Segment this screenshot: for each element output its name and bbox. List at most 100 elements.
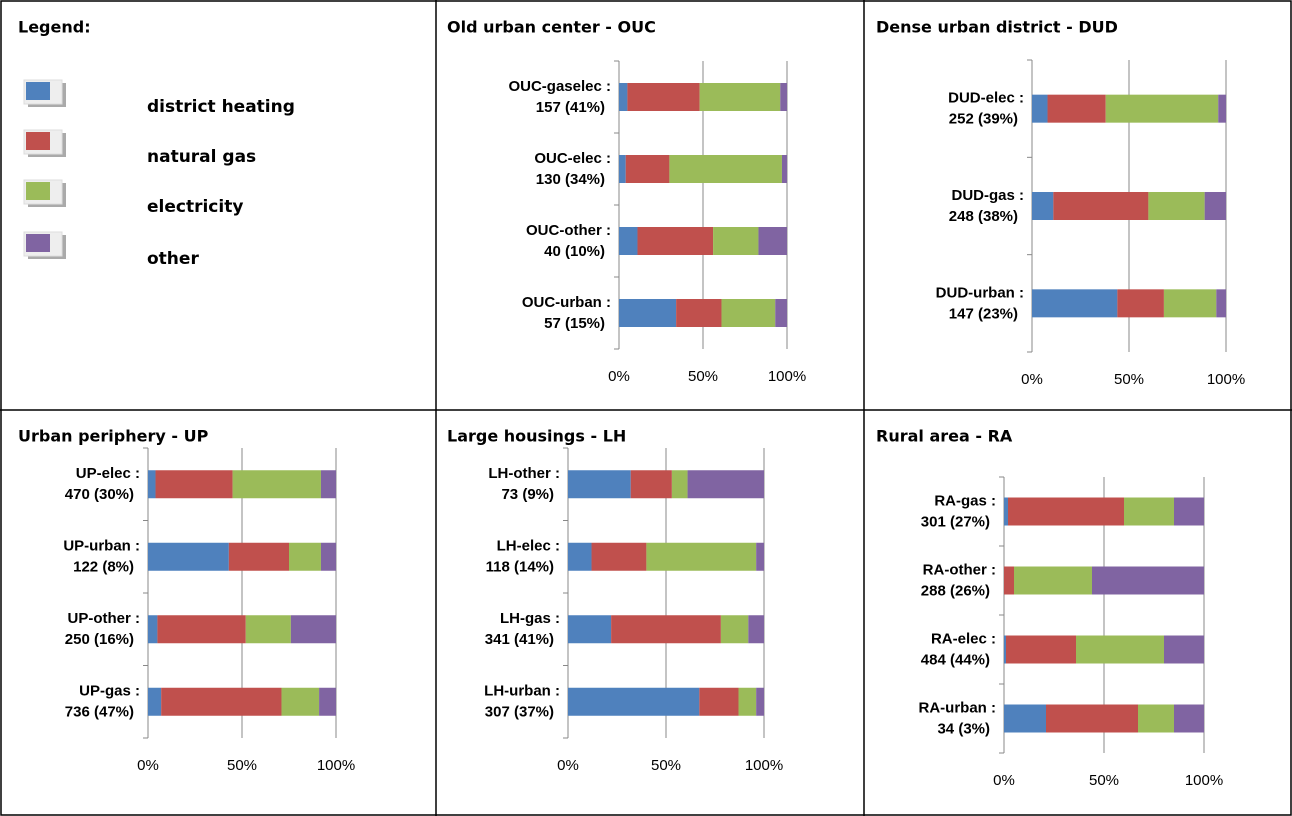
bar-segment [775, 299, 787, 327]
bar-segment [568, 687, 700, 716]
legend-label: other [147, 249, 199, 269]
x-tick-label: 50% [1114, 371, 1144, 388]
x-tick-label: 100% [768, 368, 806, 385]
bar-segment [1148, 192, 1205, 220]
bar-segment [1216, 289, 1226, 318]
bar-segment [627, 83, 700, 111]
bar-segment [720, 615, 749, 644]
legend-swatch [26, 132, 50, 150]
bar-segment [1004, 635, 1006, 664]
legend-swatch [26, 182, 50, 200]
bar-segment [619, 299, 677, 327]
bar-segment [320, 470, 336, 499]
category-note: 736 (47%) [65, 704, 134, 721]
bar-segment [637, 227, 714, 255]
bar-segment [671, 470, 688, 499]
category-note: 301 (27%) [921, 513, 990, 530]
bar-segment [289, 542, 321, 571]
category-label: DUD-urban : [936, 284, 1024, 301]
bar-segment [1124, 497, 1174, 526]
bar-segment [228, 542, 289, 571]
legend-swatch [26, 82, 50, 100]
bar-segment [669, 155, 782, 183]
x-tick-label: 50% [651, 757, 681, 774]
bar-segment [1006, 635, 1076, 664]
bar-segment [619, 227, 638, 255]
chart-title: Rural area - RA [876, 427, 1013, 446]
legend-label: district heating [147, 97, 295, 117]
x-tick-label: 100% [1207, 371, 1245, 388]
bar-segment [699, 83, 781, 111]
category-note: 118 (14%) [486, 559, 554, 576]
bar-segment [320, 542, 336, 571]
chart-title: Dense urban district - DUD [876, 18, 1118, 37]
bar-segment [756, 542, 764, 571]
x-tick-label: 0% [608, 368, 630, 385]
category-note: 307 (37%) [485, 704, 554, 721]
category-label: DUD-elec : [948, 90, 1024, 107]
x-tick-label: 100% [1185, 772, 1223, 789]
bar-segment [676, 299, 722, 327]
category-note: 250 (16%) [65, 631, 134, 648]
bar-segment [646, 542, 757, 571]
bar-segment [630, 470, 672, 499]
bar-segment [1032, 289, 1118, 318]
bar-segment [148, 542, 229, 571]
bar-segment [281, 687, 320, 716]
bar-segment [245, 615, 291, 644]
bar-segment [1032, 192, 1054, 220]
bar-segment [155, 470, 233, 499]
x-tick-label: 50% [1089, 772, 1119, 789]
bar-segment [568, 470, 631, 499]
x-tick-label: 100% [317, 757, 355, 774]
category-label: OUC-other : [526, 222, 611, 239]
chart-title: Old urban center - OUC [447, 18, 656, 37]
bar-segment [1032, 94, 1048, 123]
bar-segment [619, 83, 628, 111]
bar-segment [1164, 635, 1204, 664]
bar-segment [1163, 289, 1217, 318]
category-note: 157 (41%) [536, 99, 605, 116]
bar-segment [1076, 635, 1164, 664]
legend-label: electricity [147, 197, 243, 217]
bar-segment [161, 687, 282, 716]
category-label: RA-gas : [934, 492, 996, 509]
category-note: 73 (9%) [501, 486, 554, 503]
bar-segment [619, 155, 626, 183]
category-label: LH-elec : [497, 538, 560, 555]
bar-segment [780, 83, 787, 111]
bar-segment [568, 615, 612, 644]
bar-segment [232, 470, 321, 499]
bar-segment [1117, 289, 1164, 318]
category-note: 122 (8%) [73, 559, 134, 576]
bar-segment [758, 227, 787, 255]
category-label: LH-other : [488, 465, 560, 482]
category-label: RA-elec : [931, 630, 996, 647]
category-note: 484 (44%) [921, 651, 990, 668]
bar-segment [1004, 704, 1046, 733]
category-label: OUC-gaselec : [508, 78, 611, 95]
category-label: UP-elec : [76, 465, 140, 482]
x-tick-label: 50% [227, 757, 257, 774]
category-label: RA-urban : [919, 699, 997, 716]
category-note: 288 (26%) [921, 582, 990, 599]
category-label: OUC-elec : [534, 150, 611, 167]
bar-segment [319, 687, 336, 716]
bar-segment [611, 615, 721, 644]
bar-segment [1204, 192, 1226, 220]
category-label: RA-other : [923, 561, 996, 578]
category-label: DUD-gas : [951, 187, 1024, 204]
bar-segment [1047, 94, 1106, 123]
legend-label: natural gas [147, 147, 256, 167]
x-tick-label: 0% [137, 757, 159, 774]
bar-segment [591, 542, 647, 571]
category-label: OUC-urban : [522, 294, 611, 311]
bar-segment [1092, 566, 1204, 595]
bar-segment [713, 227, 759, 255]
x-tick-label: 0% [993, 772, 1015, 789]
bar-segment [1004, 566, 1014, 595]
category-note: 130 (34%) [536, 171, 605, 188]
category-note: 40 (10%) [544, 243, 605, 260]
legend-swatch [26, 234, 50, 252]
